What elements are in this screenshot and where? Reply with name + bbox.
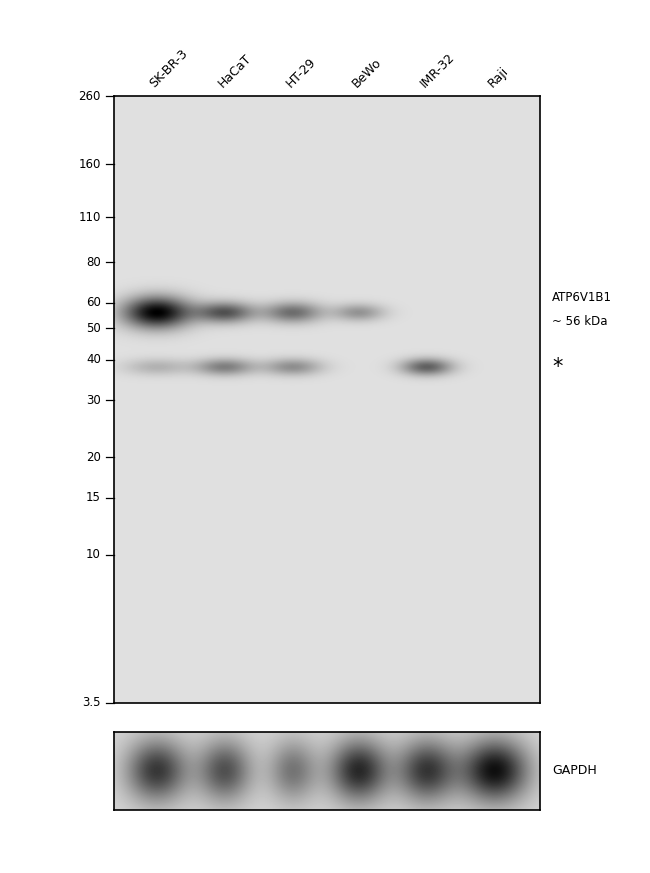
Text: *: * xyxy=(552,357,563,377)
Text: 15: 15 xyxy=(86,491,101,505)
Text: ATP6V1B1: ATP6V1B1 xyxy=(552,291,612,304)
Text: IMR-32: IMR-32 xyxy=(417,51,457,90)
Text: 10: 10 xyxy=(86,548,101,561)
Text: BeWo: BeWo xyxy=(349,56,384,90)
Text: 40: 40 xyxy=(86,354,101,366)
Text: 260: 260 xyxy=(79,90,101,102)
Text: ~ 56 kDa: ~ 56 kDa xyxy=(552,315,608,328)
Text: SK-BR-3: SK-BR-3 xyxy=(147,47,190,90)
Text: HaCaT: HaCaT xyxy=(215,52,254,90)
Text: HT-29: HT-29 xyxy=(283,55,318,90)
Text: 110: 110 xyxy=(79,210,101,223)
Text: GAPDH: GAPDH xyxy=(552,765,597,777)
Text: 30: 30 xyxy=(86,394,101,407)
Text: 50: 50 xyxy=(86,322,101,334)
Text: 160: 160 xyxy=(79,158,101,171)
Text: 3.5: 3.5 xyxy=(83,697,101,709)
Text: 60: 60 xyxy=(86,296,101,309)
Text: 80: 80 xyxy=(86,256,101,269)
Text: Raji: Raji xyxy=(486,65,512,90)
Text: 20: 20 xyxy=(86,450,101,464)
